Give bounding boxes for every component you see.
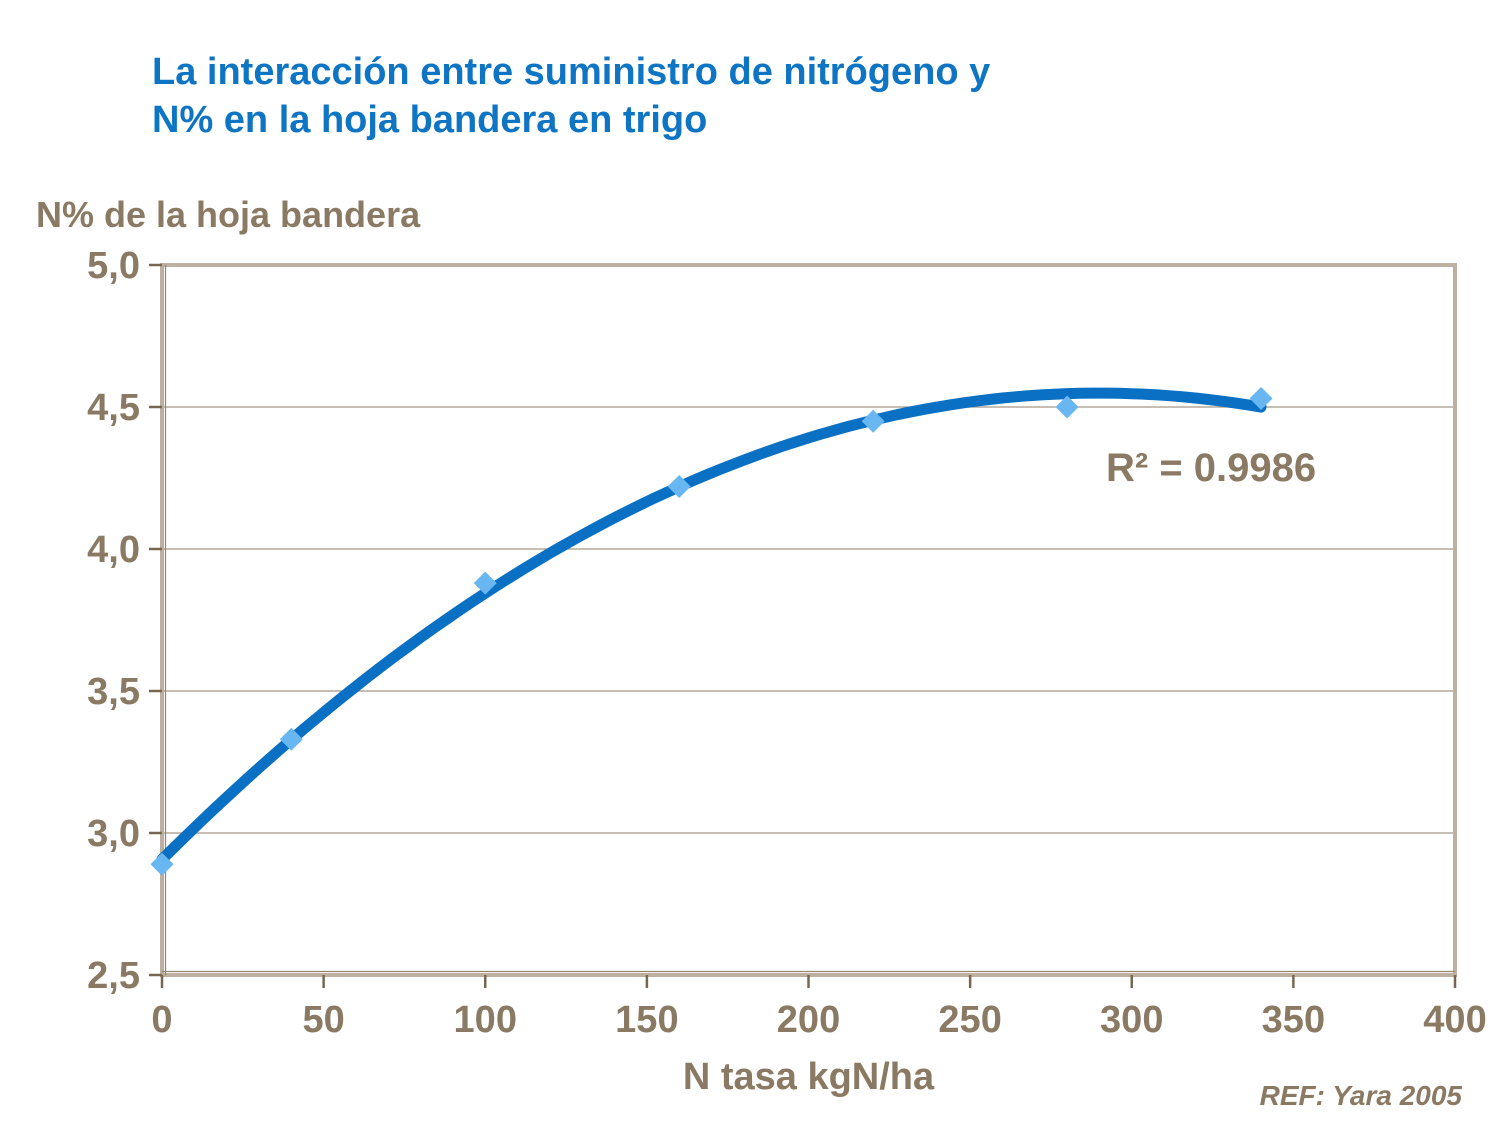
r-squared-label: R² = 0.9986 xyxy=(1106,446,1317,490)
trend-curve xyxy=(156,387,1267,865)
y-tick-label: 3,5 xyxy=(87,671,140,713)
x-axis-title: N tasa kgN/ha xyxy=(682,1056,935,1098)
plot-border xyxy=(160,263,1457,977)
x-tick-label: 200 xyxy=(777,999,840,1041)
data-point-marker xyxy=(667,475,691,499)
x-tick-label: 50 xyxy=(302,999,344,1041)
data-point-marker xyxy=(473,571,497,595)
x-tick-label: 0 xyxy=(151,999,172,1041)
data-point-marker xyxy=(279,727,303,751)
y-tick-label: 4,0 xyxy=(87,529,140,571)
y-tick-label: 4,5 xyxy=(87,387,140,429)
data-point-marker xyxy=(1249,386,1273,410)
data-point-marker xyxy=(861,409,885,433)
x-tick-label: 400 xyxy=(1423,999,1486,1041)
y-tick-label: 3,0 xyxy=(87,813,140,855)
data-point-marker xyxy=(150,852,174,876)
chart-title: La interacción entre suministro de nitró… xyxy=(152,48,1422,144)
x-tick-label: 350 xyxy=(1262,999,1325,1041)
y-tick-label: 2,5 xyxy=(87,955,140,997)
data-point-marker xyxy=(1055,395,1079,419)
x-tick-label: 100 xyxy=(454,999,517,1041)
x-tick-label: 150 xyxy=(615,999,678,1041)
chart-title-line2: N% en la hoja bandera en trigo xyxy=(152,99,708,141)
x-tick-label: 300 xyxy=(1100,999,1163,1041)
x-tick-label: 250 xyxy=(938,999,1001,1041)
chart-title-line1: La interacción entre suministro de nitró… xyxy=(152,51,991,93)
reference-label: REF: Yara 2005 xyxy=(1259,1080,1462,1111)
y-axis-title: N% de la hoja bandera xyxy=(36,194,421,235)
y-tick-label: 5,0 xyxy=(87,245,140,287)
